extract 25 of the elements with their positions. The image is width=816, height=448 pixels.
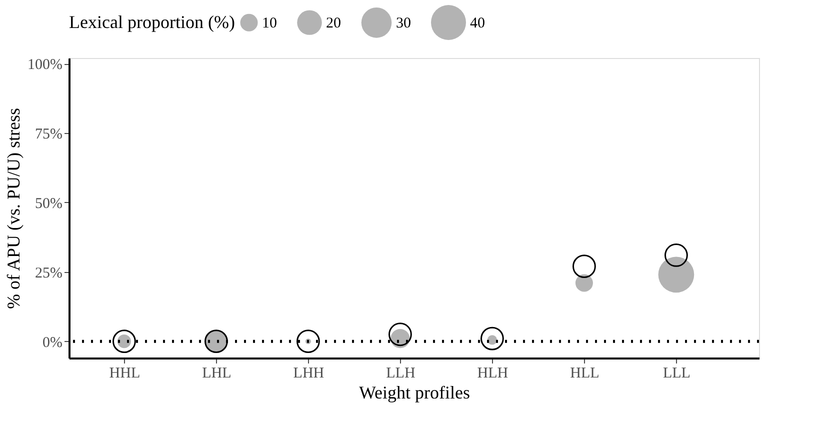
x-tick-label: LLH — [386, 366, 416, 382]
legend-title: Lexical proportion (%) — [69, 12, 235, 32]
point — [572, 254, 596, 278]
point — [112, 330, 136, 354]
point — [296, 330, 320, 354]
x-tick-label: HHL — [109, 366, 140, 382]
x-tick-label: LHL — [202, 366, 232, 382]
point — [664, 244, 688, 267]
legend-label: 40 — [470, 16, 485, 32]
x-tick-label: LHH — [293, 366, 324, 382]
x-axis-title: Weight profiles — [358, 382, 470, 402]
y-tick-label: 75% — [35, 126, 62, 142]
y-axis-title: % of APU (vs. PU/U) stress — [4, 108, 24, 310]
y-tick-label: 0% — [42, 334, 62, 351]
x-tick-label: HLL — [570, 366, 600, 382]
point — [480, 326, 504, 350]
legend-label: 20 — [326, 16, 341, 32]
y-tick-label: 50% — [35, 196, 62, 212]
y-tick-label: 25% — [35, 265, 62, 282]
x-tick-label: LLL — [662, 366, 690, 382]
y-tick-label: 100% — [28, 57, 62, 74]
legend-label: 10 — [262, 16, 277, 32]
point — [388, 322, 412, 346]
x-tick-label: HLH — [477, 366, 508, 382]
legend-label: 30 — [396, 16, 411, 32]
